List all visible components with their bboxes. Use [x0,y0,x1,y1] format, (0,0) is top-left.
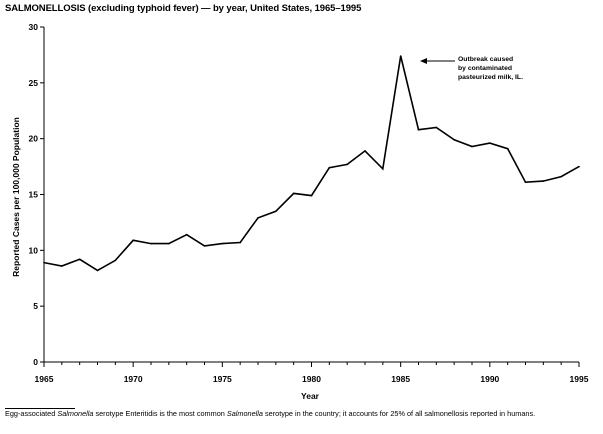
data-point [239,241,241,244]
data-point [150,242,152,245]
data-point [542,180,545,182]
footnote-text-3: serotype in the country; it accounts for… [262,409,536,418]
footnote-rule [5,408,75,409]
data-point [132,239,134,242]
series-line [43,55,580,272]
data-point [168,242,170,245]
data-point [328,166,331,169]
annotation-line-3: pasteurized milk, IL. [458,74,523,81]
series-layer [43,55,580,272]
y-tick-label: 5 [33,301,38,311]
data-point [489,142,491,144]
data-point [364,150,366,152]
footnote-text-1: Egg-associated [5,409,58,418]
data-point [382,168,384,170]
data-point [506,147,509,150]
data-point [114,259,117,262]
footnote-text-2: serotype Enteritidis is the most common [93,409,227,418]
data-point [453,138,455,141]
annotation-line-2: by contaminated [458,65,512,72]
data-point [471,145,473,148]
y-tick-label: 10 [29,245,39,255]
data-point [257,217,259,219]
footnote: Egg-associated Salmonella serotype Enter… [5,410,601,418]
data-point [435,126,438,129]
y-tick-label: 25 [29,78,39,88]
data-point [578,165,580,168]
data-point [221,242,224,245]
data-point [61,265,63,267]
data-point [399,55,402,57]
x-tick-label: 1985 [391,374,410,384]
data-point [417,128,420,131]
x-tick-label: 1995 [570,374,589,384]
annotation: Outbreak caused by contaminated pasteuri… [420,56,523,81]
y-axis-label: Reported Cases per 100,000 Population [11,117,21,277]
y-tick-label: 0 [33,357,38,367]
y-tick-label: 30 [29,22,39,32]
data-point [560,175,562,178]
x-tick-label: 1990 [480,374,499,384]
y-tick-label: 15 [29,190,39,200]
data-point [275,210,277,213]
data-point [78,258,81,261]
data-point [346,163,348,166]
data-point [310,194,313,197]
footnote-genus-1: Salmonella [57,409,94,418]
data-point [96,269,99,272]
data-point [203,245,206,247]
data-point [43,261,45,264]
line-chart: 0 5 10 15 20 25 30 1965 1970 1975 1980 1985 1990 199… [11,22,589,401]
data-point [292,192,295,195]
x-axis-ticks: 1965 1970 1975 1980 1985 1990 1995 [35,362,589,384]
data-point [185,233,188,236]
footnote-genus-2: Salmonella [226,409,263,418]
x-tick-label: 1980 [302,374,321,384]
annotation-line-1: Outbreak caused [458,56,513,63]
annotation-arrow-head [420,58,427,64]
x-tick-label: 1970 [124,374,143,384]
x-tick-label: 1965 [35,374,54,384]
chart-title: SALMONELLOSIS (excluding typhoid fever) … [5,3,362,14]
x-tick-label: 1975 [213,374,232,384]
y-tick-label: 20 [29,134,39,144]
x-axis-label: Year [301,391,320,401]
data-point [524,181,527,184]
y-axis-ticks: 0 5 10 15 20 25 30 [29,22,44,367]
